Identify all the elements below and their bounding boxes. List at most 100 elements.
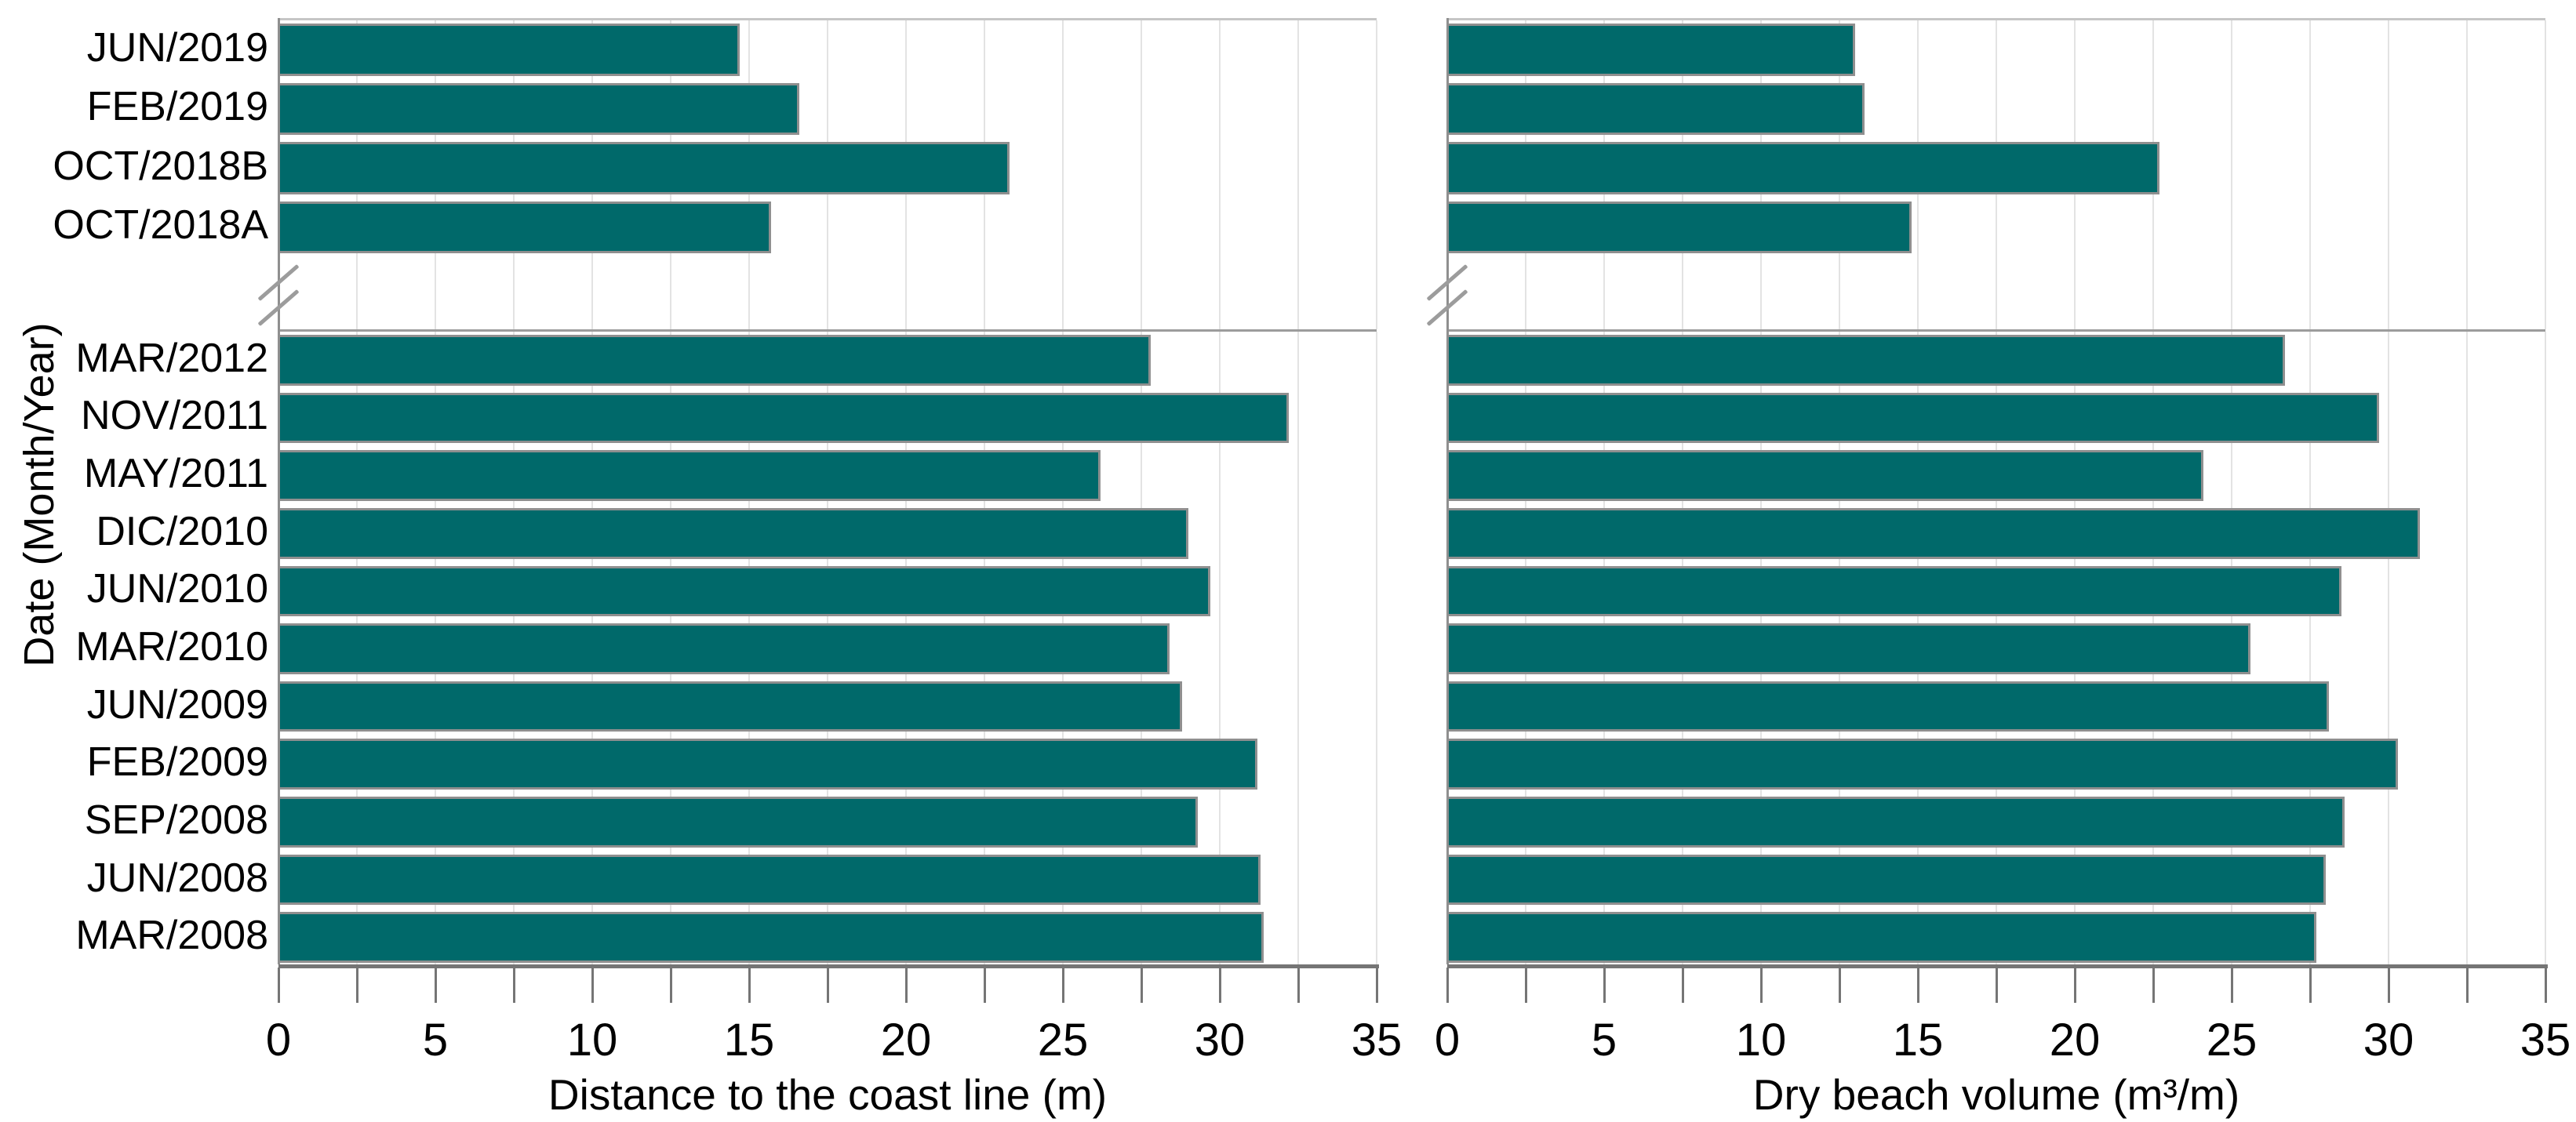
bar (1447, 142, 2159, 194)
x-tick-label: 25 (1037, 1015, 1089, 1066)
bar (1447, 854, 2326, 906)
gridline (2309, 255, 2311, 329)
gridline (2388, 255, 2389, 329)
gridline (1062, 255, 1064, 329)
bar (1447, 24, 1855, 76)
gridline (1839, 20, 1840, 257)
gridline (2152, 20, 2154, 257)
category-label: FEB/2019 (86, 84, 268, 130)
bar (1447, 797, 2345, 848)
bar (278, 797, 1198, 848)
gridline (1062, 20, 1064, 257)
x-tick-label: 30 (1194, 1015, 1246, 1066)
bar (278, 392, 1289, 444)
category-label: JUN/2008 (86, 855, 268, 901)
bar (1447, 507, 2420, 559)
bar (278, 142, 1010, 194)
category-label: OCT/2018A (53, 202, 268, 249)
gridline (1760, 20, 1762, 257)
bar (278, 681, 1182, 732)
x-tick (2074, 968, 2076, 1003)
x-axis-title-distance: Distance to the coast line (m) (548, 1070, 1108, 1119)
gridline (2466, 255, 2468, 329)
category-label: MAR/2010 (75, 624, 268, 670)
bar (278, 335, 1151, 386)
gridline (2309, 332, 2311, 967)
gridline (2231, 255, 2232, 329)
bar (278, 24, 740, 76)
gridline (2074, 20, 2076, 257)
gridline (1297, 255, 1299, 329)
x-tick-label: 10 (1735, 1015, 1787, 1066)
gridline (591, 255, 593, 329)
gridline (1376, 20, 1377, 257)
x-tick (1996, 968, 1998, 1003)
x-tick-label: 15 (1892, 1015, 1944, 1066)
x-tick-label: 25 (2206, 1015, 2258, 1066)
y-axis-line (1446, 18, 1449, 964)
gridline (1376, 255, 1377, 329)
bar (278, 201, 771, 253)
gridline (1917, 20, 1919, 257)
x-tick (1446, 968, 1449, 1003)
gridline (2545, 255, 2546, 329)
x-tick (1525, 968, 1527, 1003)
x-tick (1917, 968, 1919, 1003)
panel-historic (278, 329, 1377, 967)
gridline (1603, 255, 1605, 329)
category-label: DIC/2010 (96, 508, 268, 554)
bar (1447, 681, 2329, 732)
bar (1447, 82, 1865, 135)
gridline (1525, 20, 1526, 257)
gridline (1219, 332, 1221, 967)
y-axis-line (278, 18, 280, 964)
x-tick-label: 20 (2049, 1015, 2101, 1066)
gridline (2152, 255, 2154, 329)
gridline (356, 255, 358, 329)
gridline (2466, 332, 2468, 967)
x-tick-label: 0 (1434, 1015, 1461, 1066)
x-tick (2231, 968, 2233, 1003)
axis-break-strip (1447, 255, 2546, 329)
gridline (1376, 332, 1377, 967)
gridline (2466, 20, 2468, 257)
x-axis-title-volume: Dry beach volume (m³/m) (1752, 1070, 2240, 1119)
gridline (1682, 20, 1683, 257)
gridline (1141, 255, 1142, 329)
bar (278, 450, 1101, 501)
gridline (670, 255, 671, 329)
gridline (1839, 255, 1840, 329)
gridline (827, 255, 828, 329)
gridline (1297, 20, 1299, 257)
panel-recent (278, 18, 1377, 260)
panel-recent (1447, 18, 2546, 260)
gridline (748, 20, 750, 257)
x-tick (513, 968, 515, 1003)
gridline (1603, 20, 1605, 257)
category-label: FEB/2009 (86, 739, 268, 786)
gridline (513, 255, 515, 329)
category-label: JUN/2010 (86, 566, 268, 612)
x-tick (1297, 968, 1300, 1003)
x-tick (1839, 968, 1841, 1003)
x-tick-label: 5 (422, 1015, 449, 1066)
gridline (1297, 332, 1299, 967)
x-tick (2309, 968, 2312, 1003)
gridline (1996, 255, 1997, 329)
gridline (435, 255, 436, 329)
gridline (905, 255, 907, 329)
x-tick (748, 968, 751, 1003)
category-label: SEP/2008 (84, 797, 268, 843)
x-tick (1062, 968, 1064, 1003)
bar (278, 854, 1261, 906)
x-tick (1682, 968, 1684, 1003)
x-tick-label: 5 (1591, 1015, 1617, 1066)
bar (1447, 392, 2379, 444)
x-tick (670, 968, 672, 1003)
x-tick (2388, 968, 2390, 1003)
x-axis-line (278, 964, 1379, 968)
gridline (1219, 255, 1221, 329)
x-tick (984, 968, 986, 1003)
x-tick-label: 20 (880, 1015, 932, 1066)
